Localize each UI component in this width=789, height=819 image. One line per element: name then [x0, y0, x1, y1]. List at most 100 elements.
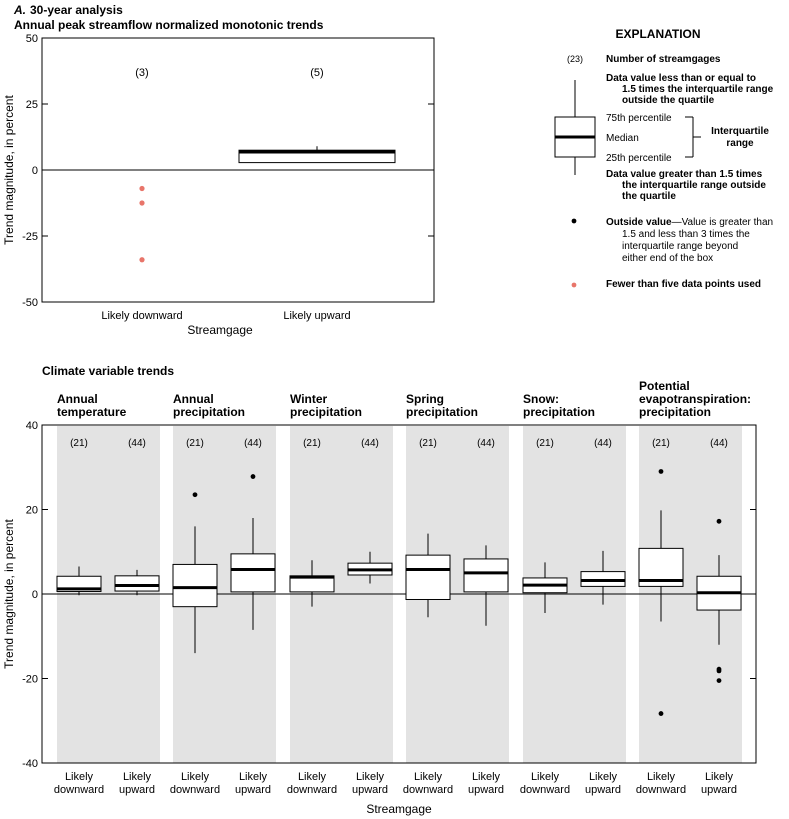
- panel-title: Snow:: [523, 392, 559, 406]
- bottom-y-tick-label: 0: [32, 589, 38, 601]
- top-chart: Trend magnitude, in percent Streamgage 5…: [2, 33, 435, 337]
- top-y-tick-label: -25: [22, 231, 38, 243]
- legend-median: Median: [606, 133, 639, 144]
- bottom-y-axis-label: Trend magnitude, in percent: [2, 519, 16, 669]
- bottom-upward-box: [114, 575, 160, 592]
- bottom-x-tick-label: downward: [636, 784, 686, 796]
- bottom-downward-box: [405, 554, 451, 600]
- bottom-count-label: (21): [303, 438, 321, 449]
- top-y-tick-label: 25: [26, 99, 38, 111]
- panel-title: 30-year analysis: [30, 3, 123, 17]
- outside-value-dot: [658, 711, 664, 716]
- panel-title: Winter: [290, 392, 328, 406]
- top-few-point: [139, 185, 145, 192]
- bottom-x-tick-label: Likely: [589, 771, 618, 783]
- bottom-y-tick-label: 20: [26, 505, 38, 517]
- legend-upper-whisker-line1: Data value less than or equal to: [606, 73, 756, 84]
- legend-upper-whisker-line2: 1.5 times the interquartile range: [622, 84, 774, 95]
- legend-75th-percentile: 75th percentile: [606, 113, 672, 124]
- bottom-chart: Trend magnitude, in percent Streamgage 4…: [2, 379, 757, 816]
- legend-number-of-streamgages: Number of streamgages: [606, 54, 721, 65]
- legend-outside-value-dot: [571, 218, 577, 224]
- bottom-x-tick-label: Likely: [531, 771, 560, 783]
- legend-outside-value-line1: Outside value—Value is greater than: [606, 217, 773, 228]
- bottom-x-tick-label: upward: [701, 784, 737, 796]
- panel-title: precipitation: [639, 405, 711, 419]
- bottom-x-tick-label: Likely: [239, 771, 268, 783]
- panel-title: Potential: [639, 379, 690, 393]
- legend-outside-value-line3: interquartile range beyond: [622, 241, 738, 252]
- bottom-count-label: (21): [536, 438, 554, 449]
- panel-title: precipitation: [173, 405, 245, 419]
- bottom-count-label: (21): [70, 438, 88, 449]
- bottom-x-tick-label: upward: [235, 784, 271, 796]
- explanation-legend: EXPLANATION (23) Number of streamgages D…: [554, 27, 774, 290]
- chart-a-title: Annual peak streamflow normalized monoto…: [14, 18, 324, 32]
- legend-few-points: Fewer than five data points used: [606, 279, 761, 290]
- bottom-count-label: (44): [477, 438, 495, 449]
- bottom-downward-box: [172, 563, 218, 608]
- legend-outside-value-line2: 1.5 and less than 3 times the: [622, 229, 750, 240]
- bottom-x-tick-label: Likely: [414, 771, 443, 783]
- bottom-x-tick-label: Likely: [705, 771, 734, 783]
- legend-lower-whisker-line2: the interquartile range outside: [622, 180, 766, 191]
- top-y-tick-label: -50: [22, 297, 38, 309]
- panel-title: temperature: [57, 405, 127, 419]
- outside-value-dot: [192, 492, 198, 498]
- panel-title: precipitation: [406, 405, 478, 419]
- legend-count-example: (23): [567, 54, 583, 64]
- top-count-label: (5): [310, 67, 323, 79]
- legend-outside-bold: Outside value: [606, 217, 672, 228]
- legend-25th-percentile: 25th percentile: [606, 153, 672, 164]
- panel-title: evapotranspiration:: [639, 392, 751, 406]
- legend-few-points-dot: [571, 282, 577, 288]
- bottom-count-label: (44): [128, 438, 146, 449]
- bottom-upward-box: [463, 558, 509, 593]
- panel-title: Annual: [173, 392, 214, 406]
- top-x-tick-label: Likely upward: [283, 310, 350, 322]
- bottom-x-tick-label: downward: [170, 784, 220, 796]
- bottom-x-tick-label: upward: [468, 784, 504, 796]
- top-x-axis-label: Streamgage: [187, 323, 253, 337]
- bottom-count-label: (21): [652, 438, 670, 449]
- panel-title: Spring: [406, 392, 444, 406]
- bottom-x-tick-label: downward: [520, 784, 570, 796]
- panel-heading: A. 30-year analysis: [13, 3, 123, 17]
- bottom-count-label: (44): [594, 438, 612, 449]
- bottom-y-tick-label: -20: [22, 674, 38, 686]
- legend-outside-rest: —Value is greater than: [672, 217, 774, 228]
- bottom-x-tick-label: upward: [119, 784, 155, 796]
- bottom-x-tick-label: upward: [585, 784, 621, 796]
- bottom-count-label: (21): [186, 438, 204, 449]
- panel-title: precipitation: [290, 405, 362, 419]
- bottom-y-tick-label: 40: [26, 420, 38, 432]
- legend-upper-whisker-line3: outside the quartile: [622, 95, 715, 106]
- bottom-count-label: (21): [419, 438, 437, 449]
- panel-title: Annual: [57, 392, 98, 406]
- bottom-x-tick-label: Likely: [298, 771, 327, 783]
- bottom-x-tick-label: Likely: [123, 771, 152, 783]
- bottom-x-tick-label: Likely: [647, 771, 676, 783]
- bottom-x-tick-label: Likely: [472, 771, 501, 783]
- bottom-x-tick-label: downward: [287, 784, 337, 796]
- top-count-label: (3): [135, 67, 148, 79]
- outside-value-dot: [716, 678, 722, 684]
- panel-label: A.: [13, 3, 26, 17]
- bottom-count-label: (44): [361, 438, 379, 449]
- bottom-upward-box: [230, 553, 276, 593]
- outside-value-dot: [250, 474, 256, 479]
- top-x-tick-label: Likely downward: [101, 310, 182, 322]
- bottom-x-axis-label: Streamgage: [366, 802, 432, 816]
- legend-lower-whisker-line1: Data value greater than 1.5 times: [606, 169, 763, 180]
- legend-lower-whisker-line3: the quartile: [622, 191, 676, 202]
- outside-value-dot: [716, 668, 722, 674]
- top-few-point: [139, 200, 145, 206]
- legend-outside-value-line4: either end of the box: [622, 253, 713, 264]
- top-y-tick-label: 50: [26, 33, 38, 45]
- bottom-x-tick-label: downward: [403, 784, 453, 796]
- outside-value-dot: [716, 518, 722, 524]
- legend-iqr-line1: Interquartile: [711, 126, 769, 137]
- bottom-x-tick-label: Likely: [356, 771, 385, 783]
- outside-value-dot: [658, 469, 664, 474]
- top-y-axis-label: Trend magnitude, in percent: [2, 95, 16, 245]
